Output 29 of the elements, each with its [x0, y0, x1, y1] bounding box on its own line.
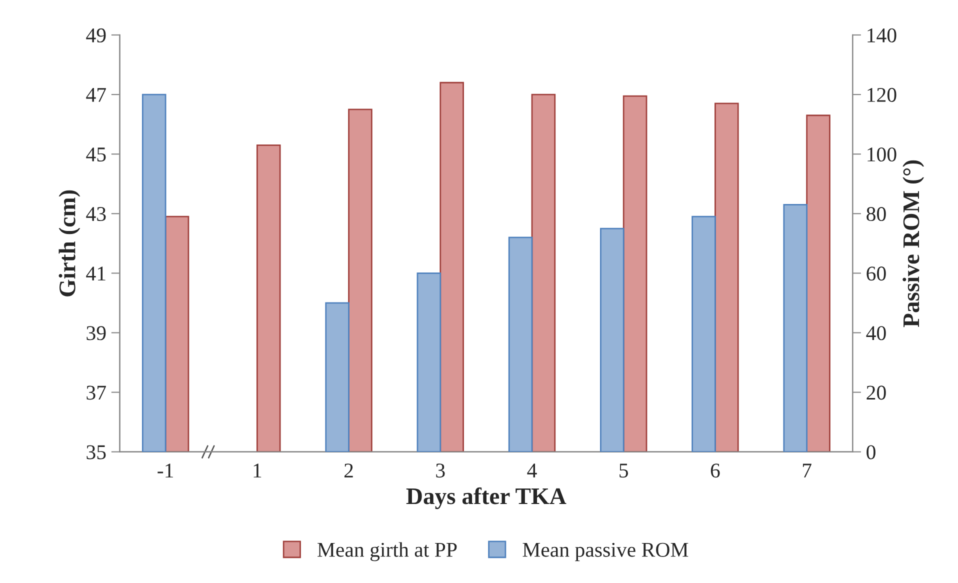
x-tick-label: 5 — [620, 464, 628, 478]
x-tick-label: -1 — [158, 464, 173, 478]
y-tick-label: 37 — [86, 386, 106, 400]
y2-tick-label: 140 — [868, 28, 896, 42]
x-tick-label: 2 — [344, 464, 353, 478]
y2-axis-title: Passive ROM (°) — [902, 160, 924, 328]
y2-tick-label: 40 — [866, 326, 886, 340]
y-tick-label: 39 — [86, 326, 106, 340]
y2-tick-label: 20 — [866, 386, 886, 400]
y-tick-label: 41 — [86, 266, 106, 280]
legend-label: Mean passive ROM — [522, 542, 688, 562]
x-tick-label: 4 — [527, 464, 537, 478]
y-axis-title: Girth (cm) — [58, 190, 80, 296]
y2-tick-label: 80 — [866, 207, 886, 222]
x-tick-label: 3 — [436, 464, 445, 478]
y2-tick-label: 0 — [866, 445, 876, 460]
x-tick-label: 7 — [802, 464, 812, 478]
y-tick-label: 45 — [86, 148, 106, 162]
y-tick-label: 43 — [86, 207, 106, 222]
y-tick-label: 35 — [86, 445, 106, 460]
y2-tick-label: 120 — [868, 88, 896, 102]
y-tick-label: 47 — [86, 88, 106, 102]
x-axis-title: Days after TKA — [406, 487, 566, 510]
x-tick-label: 6 — [710, 464, 720, 478]
legend-label: Mean girth at PP — [318, 542, 457, 562]
y2-tick-label: 100 — [868, 147, 896, 162]
y-tick-label: 49 — [86, 28, 106, 42]
x-tick-label: 1 — [254, 464, 262, 478]
y2-tick-label: 60 — [866, 266, 886, 281]
